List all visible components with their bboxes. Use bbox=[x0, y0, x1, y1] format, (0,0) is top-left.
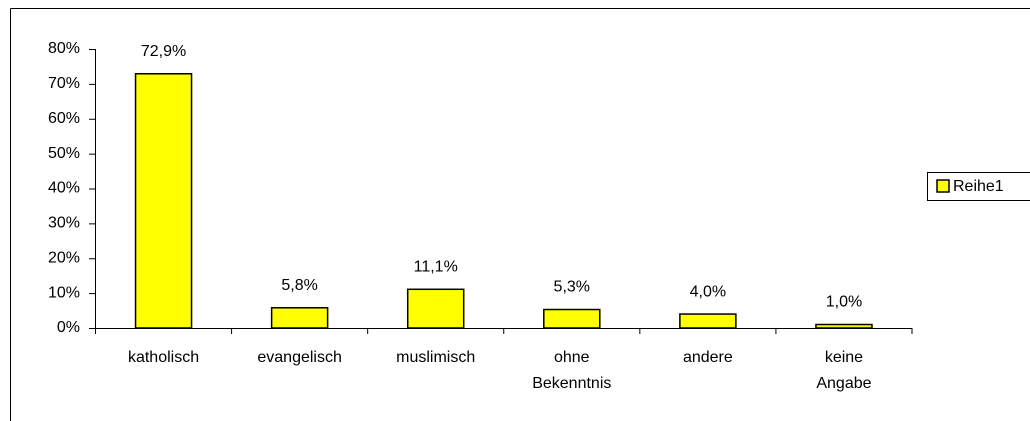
legend-label: Reihe1 bbox=[953, 178, 1004, 195]
legend-swatch bbox=[936, 179, 950, 193]
y-tick-label: 70% bbox=[48, 75, 80, 92]
y-tick-label: 80% bbox=[48, 40, 80, 57]
y-tick-label: 30% bbox=[48, 215, 80, 232]
value-label: 11,1% bbox=[414, 259, 458, 276]
bar bbox=[406, 288, 465, 329]
bar bbox=[543, 308, 601, 329]
x-tick-label: keine Angabe bbox=[816, 349, 871, 392]
value-label: 1,0% bbox=[826, 294, 862, 311]
value-label: 4,0% bbox=[690, 283, 726, 300]
y-tick-label: 60% bbox=[48, 110, 80, 127]
x-tick-label: ohne Bekenntnis bbox=[532, 349, 611, 392]
value-label: 5,3% bbox=[554, 279, 590, 296]
y-tick-label: 0% bbox=[57, 319, 80, 336]
y-tick-label: 10% bbox=[48, 284, 80, 301]
x-tick-label: katholisch bbox=[128, 349, 199, 366]
bar bbox=[270, 307, 329, 329]
x-tick-label: muslimisch bbox=[396, 349, 475, 366]
y-tick-label: 50% bbox=[48, 145, 80, 162]
y-tick-label: 40% bbox=[48, 180, 80, 197]
bar bbox=[679, 313, 737, 329]
x-tick-label: evangelisch bbox=[257, 349, 342, 366]
y-tick-label: 20% bbox=[48, 249, 80, 266]
x-tick-label: andere bbox=[683, 349, 733, 366]
value-label: 5,8% bbox=[281, 277, 317, 294]
bar bbox=[815, 323, 873, 329]
value-label: 72,9% bbox=[141, 43, 186, 60]
bar bbox=[134, 73, 193, 329]
